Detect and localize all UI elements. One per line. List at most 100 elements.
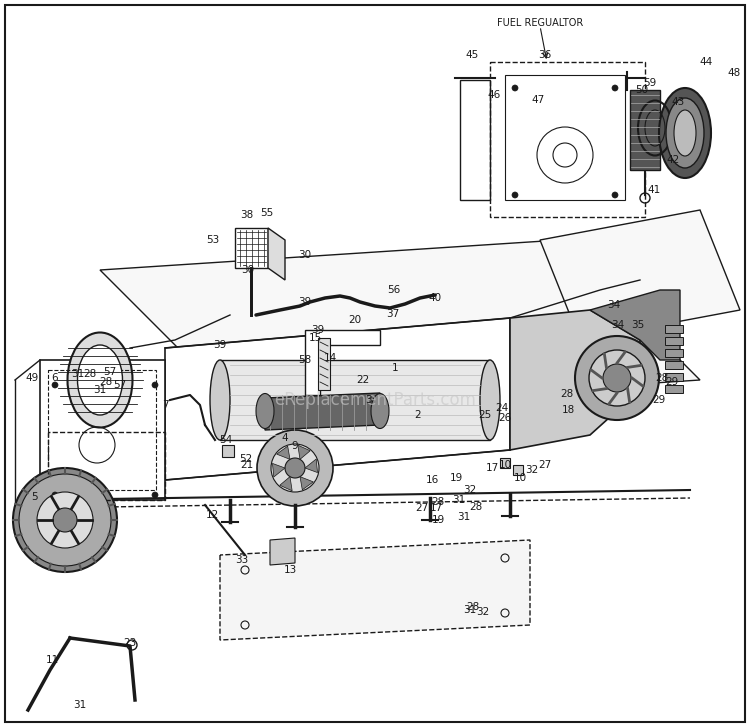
Circle shape: [52, 382, 58, 388]
Text: 32: 32: [476, 607, 490, 617]
Text: 1: 1: [392, 363, 398, 373]
Polygon shape: [305, 330, 380, 395]
Text: 10: 10: [514, 473, 526, 483]
Ellipse shape: [674, 110, 696, 156]
Text: 28: 28: [99, 377, 112, 387]
Text: 44: 44: [699, 57, 712, 67]
Text: 39: 39: [298, 297, 312, 307]
Text: 7: 7: [162, 400, 168, 410]
Circle shape: [37, 492, 93, 548]
Bar: [665, 337, 683, 345]
Text: 57: 57: [113, 380, 127, 390]
Circle shape: [152, 382, 158, 388]
Circle shape: [13, 468, 117, 572]
Text: 31: 31: [71, 369, 85, 379]
Bar: [665, 385, 683, 393]
Bar: [665, 325, 683, 333]
Text: 35: 35: [632, 320, 644, 330]
Text: 52: 52: [239, 454, 253, 464]
Bar: [630, 90, 660, 170]
Bar: [665, 361, 683, 369]
Polygon shape: [280, 477, 292, 491]
Circle shape: [612, 192, 618, 198]
Text: 31: 31: [452, 495, 466, 505]
Ellipse shape: [256, 393, 274, 428]
Polygon shape: [300, 477, 313, 490]
Polygon shape: [298, 445, 310, 459]
Text: 14: 14: [323, 353, 337, 363]
Text: 25: 25: [478, 410, 492, 420]
Circle shape: [257, 430, 333, 506]
Polygon shape: [235, 228, 268, 268]
Text: 39: 39: [311, 325, 325, 335]
Text: 31: 31: [464, 605, 477, 615]
Circle shape: [152, 492, 158, 498]
Text: 48: 48: [728, 68, 740, 78]
Ellipse shape: [77, 345, 122, 415]
Text: 19: 19: [449, 473, 463, 483]
Text: 11: 11: [45, 655, 58, 665]
Circle shape: [52, 492, 58, 498]
Polygon shape: [540, 210, 740, 340]
Polygon shape: [100, 240, 700, 410]
Text: 28: 28: [656, 373, 669, 383]
Text: 37: 37: [386, 309, 400, 319]
Circle shape: [512, 85, 518, 91]
Text: 28: 28: [466, 602, 480, 612]
Text: 28: 28: [470, 502, 483, 512]
Bar: [665, 373, 683, 381]
Text: 5: 5: [32, 492, 38, 502]
Circle shape: [575, 336, 659, 420]
Text: 13: 13: [284, 565, 296, 575]
Text: 20: 20: [349, 315, 361, 325]
Polygon shape: [220, 540, 530, 640]
Text: 31: 31: [74, 700, 86, 710]
Text: 58: 58: [298, 355, 312, 365]
Text: 38: 38: [240, 210, 254, 220]
Circle shape: [603, 364, 631, 392]
Text: 45: 45: [465, 50, 478, 60]
Text: 22: 22: [356, 375, 370, 385]
Text: 9: 9: [292, 441, 298, 451]
Polygon shape: [165, 318, 510, 480]
Bar: [490, 62, 645, 217]
Ellipse shape: [659, 88, 711, 178]
Text: 28: 28: [83, 369, 97, 379]
Text: 30: 30: [242, 265, 254, 275]
Text: 27: 27: [538, 460, 551, 470]
Bar: [48, 370, 156, 490]
Bar: [665, 349, 683, 357]
Bar: [220, 360, 490, 440]
Text: 17: 17: [429, 503, 442, 513]
Ellipse shape: [480, 360, 500, 440]
Circle shape: [612, 85, 618, 91]
Text: 29: 29: [665, 377, 679, 387]
Text: 28: 28: [431, 497, 445, 507]
Text: 31: 31: [93, 385, 106, 395]
Text: 18: 18: [561, 405, 574, 415]
Polygon shape: [265, 393, 380, 430]
Polygon shape: [272, 463, 285, 477]
Polygon shape: [510, 310, 640, 450]
Text: 56: 56: [387, 285, 400, 295]
Text: 30: 30: [298, 250, 311, 260]
Text: 33: 33: [236, 555, 248, 565]
Text: 55: 55: [260, 208, 274, 218]
Text: 19: 19: [431, 515, 445, 525]
Polygon shape: [277, 446, 290, 459]
Text: 21: 21: [240, 460, 254, 470]
Circle shape: [271, 444, 319, 492]
Circle shape: [19, 474, 111, 566]
Text: 10: 10: [499, 460, 512, 470]
Polygon shape: [590, 290, 680, 360]
Text: 43: 43: [671, 97, 685, 107]
Text: 17: 17: [485, 463, 499, 473]
Text: 49: 49: [26, 373, 39, 383]
Text: 57: 57: [104, 367, 117, 377]
Text: 47: 47: [531, 95, 544, 105]
Ellipse shape: [666, 98, 704, 168]
Ellipse shape: [210, 360, 230, 440]
Text: eReplacementParts.com: eReplacementParts.com: [274, 391, 476, 409]
Text: 3: 3: [364, 395, 371, 405]
Polygon shape: [318, 338, 330, 390]
